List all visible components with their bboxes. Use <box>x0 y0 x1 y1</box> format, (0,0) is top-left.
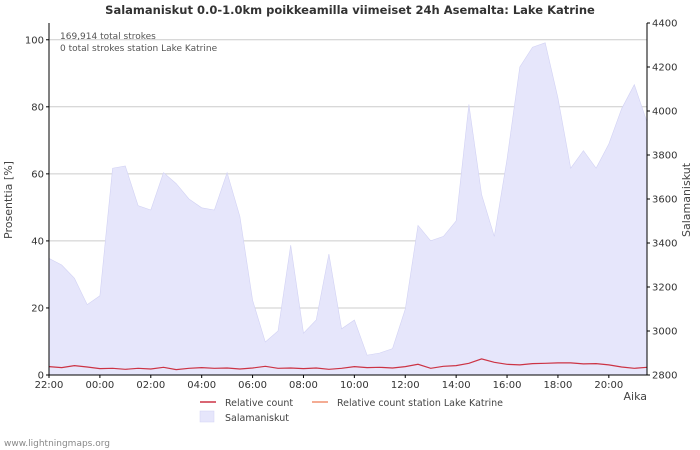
x-tick-label-7: 12:00 <box>391 380 420 391</box>
x-axis-label: Aika <box>624 390 648 403</box>
x-tick-label-5: 08:00 <box>289 380 318 391</box>
y-right-tick-label-4200: 4200 <box>652 63 677 74</box>
y-axis-left-label: Prosenttia [%] <box>2 161 15 239</box>
relative-count-line <box>48 358 648 371</box>
watermark: www.lightningmaps.org <box>4 439 110 449</box>
x-tick-label-2: 02:00 <box>136 380 165 391</box>
y-left-tick-label-20: 20 <box>31 303 44 314</box>
legend-station-count-label: Relative count station Lake Katrine <box>337 398 503 409</box>
total-strokes-annotation: 169,914 total strokes <box>60 32 156 42</box>
strike-count-area <box>48 42 648 376</box>
y-left-tick-label-100: 100 <box>25 35 44 46</box>
relative-count-line-layer <box>48 358 648 371</box>
x-tick-label-11: 20:00 <box>594 380 623 391</box>
legend: Relative count Relative count station La… <box>199 398 503 424</box>
y-right-tick-label-2800: 2800 <box>652 371 677 382</box>
y-right-tick-label-4400: 4400 <box>652 19 677 30</box>
y-right-tick-label-3400: 3400 <box>652 239 677 250</box>
y-left-tick-label-60: 60 <box>31 169 44 180</box>
strike-count-area-layer <box>48 42 648 376</box>
y-right-tick-label-3800: 3800 <box>652 151 677 162</box>
legend-strike-count-swatch <box>199 410 215 423</box>
x-tick-label-9: 16:00 <box>493 380 522 391</box>
y-right-tick-label-3600: 3600 <box>652 195 677 206</box>
y-right-tick-label-4000: 4000 <box>652 107 677 118</box>
y-right-tick-label-3000: 3000 <box>652 327 677 338</box>
y-left-tick-label-0: 0 <box>38 371 44 382</box>
legend-relative-count-label: Relative count <box>225 398 293 409</box>
x-tick-label-0: 22:00 <box>35 380 64 391</box>
x-tick-label-8: 14:00 <box>442 380 471 391</box>
legend-strike-count-label: Salamaniskut <box>225 413 289 424</box>
y-left-tick-label-80: 80 <box>31 102 44 113</box>
y-left-tick-label-40: 40 <box>31 236 44 247</box>
y-axis-right-label: Salamaniskut <box>680 162 693 237</box>
axes <box>46 22 650 378</box>
y-right-tick-label-3200: 3200 <box>652 283 677 294</box>
x-tick-label-1: 00:00 <box>85 380 114 391</box>
station-strokes-annotation: 0 total strokes station Lake Katrine <box>60 44 218 54</box>
chart-title: Salamaniskut 0.0-1.0km poikkeamilla viim… <box>105 3 595 17</box>
x-tick-label-4: 06:00 <box>238 380 267 391</box>
tick-labels: 0 20 40 60 80 100 2800 3000 3200 3400 3600 3800 4000… <box>25 19 678 392</box>
x-tick-label-6: 10:00 <box>340 380 369 391</box>
x-tick-label-10: 18:00 <box>544 380 573 391</box>
x-tick-label-3: 04:00 <box>187 380 216 391</box>
